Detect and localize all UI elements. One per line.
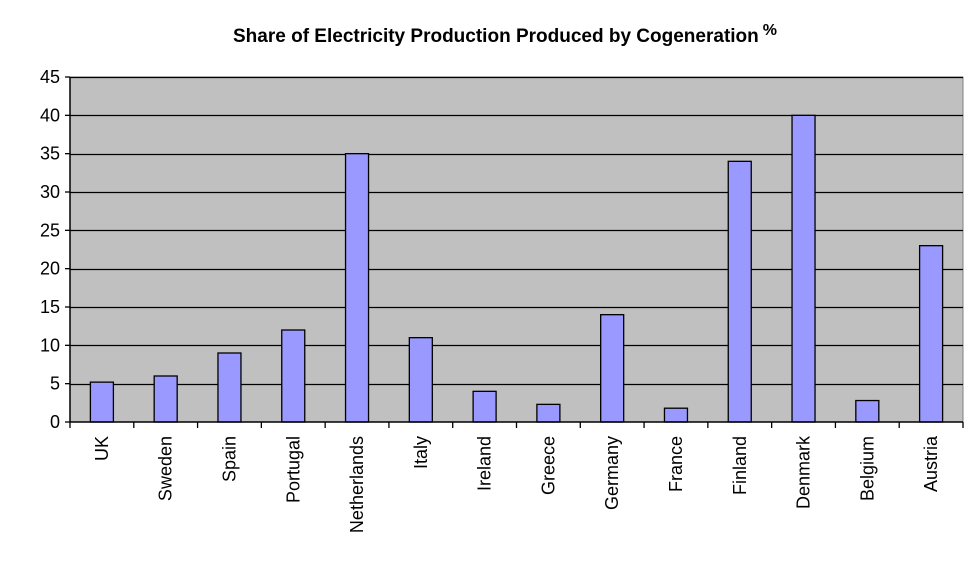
plot-area: [69, 76, 964, 423]
bar-finland: [727, 160, 752, 423]
y-tick-label: 30: [40, 182, 60, 202]
x-tick-label: Austria: [921, 435, 941, 492]
bar-denmark: [791, 114, 816, 423]
bar-italy: [408, 337, 433, 423]
chart-title-unit: %: [762, 22, 777, 39]
x-tick-label: Greece: [538, 436, 558, 495]
bar-netherlands: [344, 153, 370, 423]
bar-france: [663, 407, 689, 423]
y-tick-label: 15: [40, 297, 60, 317]
x-tick-label: Germany: [602, 436, 622, 510]
y-tick-label: 5: [50, 374, 60, 394]
bar-ireland: [472, 390, 497, 423]
x-tick-label: Italy: [411, 436, 431, 469]
x-tick-labels: UK Sweden Spain Portugal Netherlands Italy Ire…: [92, 435, 941, 533]
bar-greece: [536, 403, 561, 423]
bar-austria: [918, 245, 944, 423]
x-tick-label: Netherlands: [347, 436, 367, 533]
x-tick-label: Portugal: [283, 436, 303, 503]
bar-germany: [600, 314, 625, 423]
chart-title: Share of Electricity Production Produced…: [0, 22, 979, 48]
bar-spain: [217, 352, 242, 423]
axes: [65, 76, 964, 428]
y-tick-label: 45: [40, 67, 60, 87]
y-tick-label: 35: [40, 144, 60, 164]
x-tick-label: France: [666, 436, 686, 492]
x-tick-label: Spain: [219, 436, 239, 482]
y-tick-label: 20: [40, 259, 60, 279]
bar-uk: [89, 381, 115, 423]
y-tick-labels: 0 5 10 15 20 25 30 35 40 45: [40, 67, 60, 432]
bars: [89, 114, 944, 423]
y-tick-label: 25: [40, 220, 60, 240]
bar-belgium: [855, 399, 880, 423]
chart-title-text: Share of Electricity Production Produced…: [233, 26, 759, 47]
x-tick-label: Sweden: [156, 436, 176, 501]
x-tick-label: Denmark: [794, 435, 814, 509]
y-tick-label: 0: [50, 412, 60, 432]
bar-sweden: [153, 375, 178, 423]
y-tick-label: 40: [40, 105, 60, 125]
x-tick-label: UK: [92, 436, 112, 461]
x-tick-label: Belgium: [857, 436, 877, 501]
x-tick-label: Ireland: [475, 436, 495, 491]
x-tick-label: Finland: [730, 436, 750, 495]
y-tick-label: 10: [40, 335, 60, 355]
bar-portugal: [281, 329, 306, 423]
